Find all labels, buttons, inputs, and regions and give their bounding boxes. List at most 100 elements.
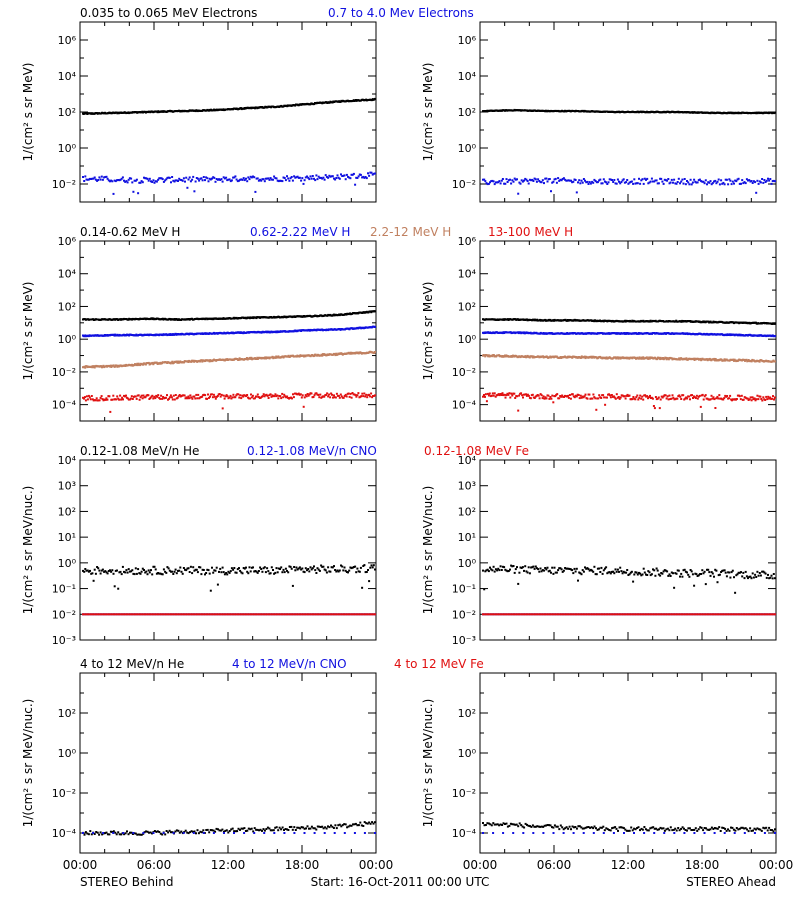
data-point (123, 179, 125, 182)
data-point (116, 395, 119, 398)
data-point (135, 364, 138, 367)
data-point (118, 179, 121, 182)
data-point (541, 397, 544, 400)
data-point (525, 393, 527, 396)
data-point (633, 178, 636, 181)
data-point (270, 395, 273, 398)
data-point (250, 396, 253, 399)
data-point (302, 405, 305, 408)
data-point (364, 176, 367, 178)
data-point (109, 180, 111, 183)
data-point (124, 180, 127, 183)
data-point (218, 178, 220, 181)
data-point (282, 176, 285, 179)
data-series (82, 171, 376, 195)
data-point (275, 355, 278, 358)
data-point (750, 180, 753, 182)
data-point (189, 180, 192, 183)
data-point (615, 182, 618, 185)
data-point (334, 569, 337, 571)
data-point (243, 567, 246, 570)
data-point (263, 566, 266, 569)
data-point (188, 571, 191, 573)
data-point (338, 569, 341, 572)
data-point (349, 392, 352, 395)
data-point (543, 397, 546, 400)
data-point (662, 357, 664, 359)
data-point (616, 356, 619, 359)
data-point (83, 397, 85, 400)
data-point (344, 393, 347, 396)
data-point (683, 178, 686, 180)
data-point (308, 570, 311, 573)
y-axis-label: 1/(cm² s sr MeV) (21, 63, 35, 162)
data-point (294, 176, 297, 179)
data-point (98, 399, 101, 402)
data-point (310, 568, 313, 571)
data-point (313, 565, 315, 568)
data-point (130, 395, 133, 398)
data-point (106, 572, 109, 575)
data-point (605, 356, 608, 359)
data-point (604, 403, 607, 406)
data-point (600, 397, 603, 399)
data-point (534, 178, 537, 181)
data-point (313, 394, 316, 397)
data-point (539, 181, 542, 184)
data-point (248, 566, 251, 569)
data-point (754, 181, 757, 184)
data-point (221, 407, 224, 410)
data-point (343, 395, 346, 397)
data-point (161, 573, 164, 576)
data-point (773, 398, 775, 401)
data-point (699, 357, 702, 360)
data-point (106, 398, 109, 401)
data-point (222, 394, 225, 397)
data-point (213, 176, 216, 179)
data-point (293, 175, 296, 178)
data-point (358, 173, 361, 176)
data-point (274, 393, 277, 396)
data-point (326, 392, 329, 395)
data-point (175, 179, 178, 182)
data-point (369, 395, 372, 398)
data-point (240, 397, 243, 400)
data-point (754, 399, 757, 402)
data-point (333, 565, 335, 568)
data-point (524, 355, 527, 358)
data-point (501, 178, 504, 180)
data-point (191, 572, 194, 575)
data-point (341, 175, 344, 177)
data-point (553, 178, 556, 181)
data-point (199, 566, 202, 569)
data-point (640, 179, 643, 182)
data-point (374, 97, 376, 100)
data-point (277, 180, 280, 183)
data-point (153, 395, 156, 398)
data-point (527, 182, 530, 185)
data-point (156, 395, 159, 398)
data-point (307, 176, 310, 179)
y-tick-label: 10⁴ (458, 268, 477, 281)
data-point (539, 393, 542, 396)
data-point (751, 182, 754, 184)
data-point (148, 177, 151, 180)
data-point (738, 182, 741, 185)
data-point (144, 396, 147, 399)
data-point (358, 570, 361, 573)
data-point (566, 179, 569, 182)
data-point (532, 180, 535, 182)
data-point (519, 182, 522, 185)
data-point (646, 177, 649, 180)
data-point (595, 408, 598, 411)
data-point (209, 395, 211, 398)
data-point (127, 568, 130, 571)
data-point (520, 179, 523, 182)
data-point (255, 177, 258, 180)
data-point (197, 393, 200, 396)
data-point (770, 182, 773, 185)
data-point (355, 571, 358, 574)
data-point (603, 396, 606, 399)
data-point (740, 182, 742, 185)
